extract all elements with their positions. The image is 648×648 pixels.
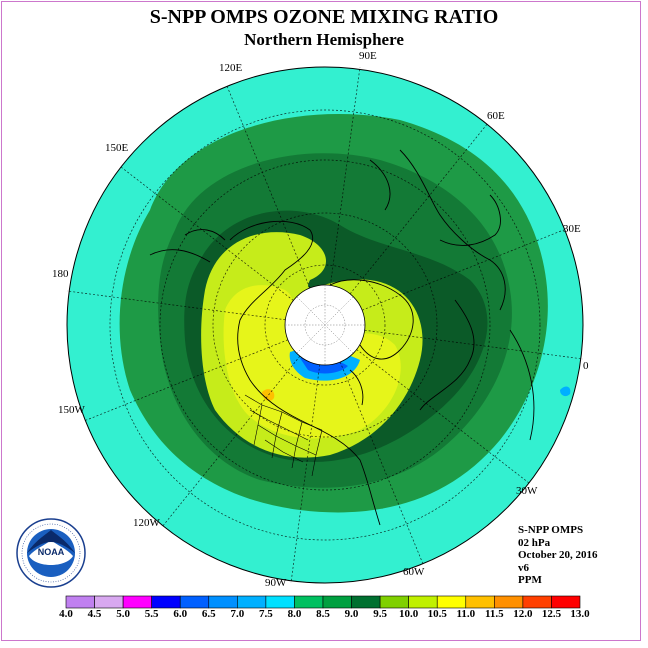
colorbar-swatch [379,595,409,609]
lon-label-180: 180 [52,268,69,280]
colorbar-swatch [151,595,181,609]
graticule [66,66,584,584]
info-date: October 20, 2016 [518,549,598,561]
colorbar-swatch [294,595,324,609]
coastlines [149,149,535,526]
colorbar-tick-label: 12.5 [541,608,562,620]
colorbar-tick-label: 7.0 [230,608,245,620]
colorbar-swatch [179,595,210,609]
colorbar-swatch [208,595,238,609]
map-title: S-NPP OMPS OZONE MIXING RATIO [149,6,499,28]
map-subtitle: Northern Hemisphere [244,30,404,49]
info-version: v6 [518,561,529,574]
colorbar-tick-label: 7.5 [259,608,273,620]
colorbar-tick-label: 6.5 [201,608,216,620]
colorbar-swatch [465,595,495,609]
lon-label-30w: 30W [516,485,538,497]
info-block: S-NPP OMPS 02 hPa October 20, 2016 v6 PP… [518,524,598,587]
figure-frame [1,1,641,641]
info-instrument: S-NPP OMPS [518,524,584,536]
colorbar-swatch [265,595,295,609]
lon-label-150e: 150E [105,142,129,154]
colorbar-tick-label: 11.5 [485,608,504,620]
colorbar-swatch [122,595,152,609]
colorbar-swatch [94,595,124,609]
colorbar-tick-label: 5.5 [144,608,159,620]
us-state-lines [244,394,323,477]
info-level: 02 hPa [518,536,551,549]
colorbar-tick-label: 12.0 [513,608,533,620]
polar-cap-grid [285,285,365,365]
map-border [66,66,584,584]
noaa-logo-text: NOAA [38,547,65,557]
colorbar-swatch [237,595,267,609]
lon-label-120e: 120E [219,62,243,74]
colorbar-tick-label: 6.0 [173,608,188,620]
colorbar-swatch [408,595,438,609]
lon-label-30e: 30E [563,223,581,235]
colorbar-tick-label: 13.0 [570,608,590,620]
colorbar-tick-label: 10.0 [399,608,419,620]
colorbar-swatch [65,595,95,609]
lon-label-60w: 60W [403,566,425,578]
colorbar-tick-label: 4.0 [59,608,73,620]
lon-label-0: 0 [583,360,589,372]
colorbar [65,595,581,609]
lon-label-120w: 120W [133,517,160,529]
colorbar-swatch [322,595,352,609]
colorbar-swatch [551,595,581,609]
colorbar-tick-label: 9.0 [344,608,359,620]
colorbar-tick-label: 8.5 [316,608,330,620]
blue-spot-east [560,386,571,397]
colorbar-tick-label: 5.0 [116,608,130,620]
lon-label-90e: 90E [359,50,377,62]
colorbar-tick-label: 4.5 [87,608,102,620]
noaa-logo: NOAA [16,518,86,588]
colorbar-tick-label: 10.5 [427,608,447,620]
colorbar-tick-label: 8.0 [287,608,302,620]
colorbar-swatch [351,595,381,609]
colorbar-tick-label: 11.0 [456,608,476,620]
lon-label-90w: 90W [265,577,287,589]
info-units: PPM [518,574,542,586]
colorbar-swatch [522,595,552,609]
colorbar-swatch [436,595,467,609]
colorbar-tick-label: 9.5 [373,608,387,620]
colorbar-swatch [494,595,524,609]
lon-label-60e: 60E [487,110,505,122]
lon-label-150w: 150W [58,404,85,416]
